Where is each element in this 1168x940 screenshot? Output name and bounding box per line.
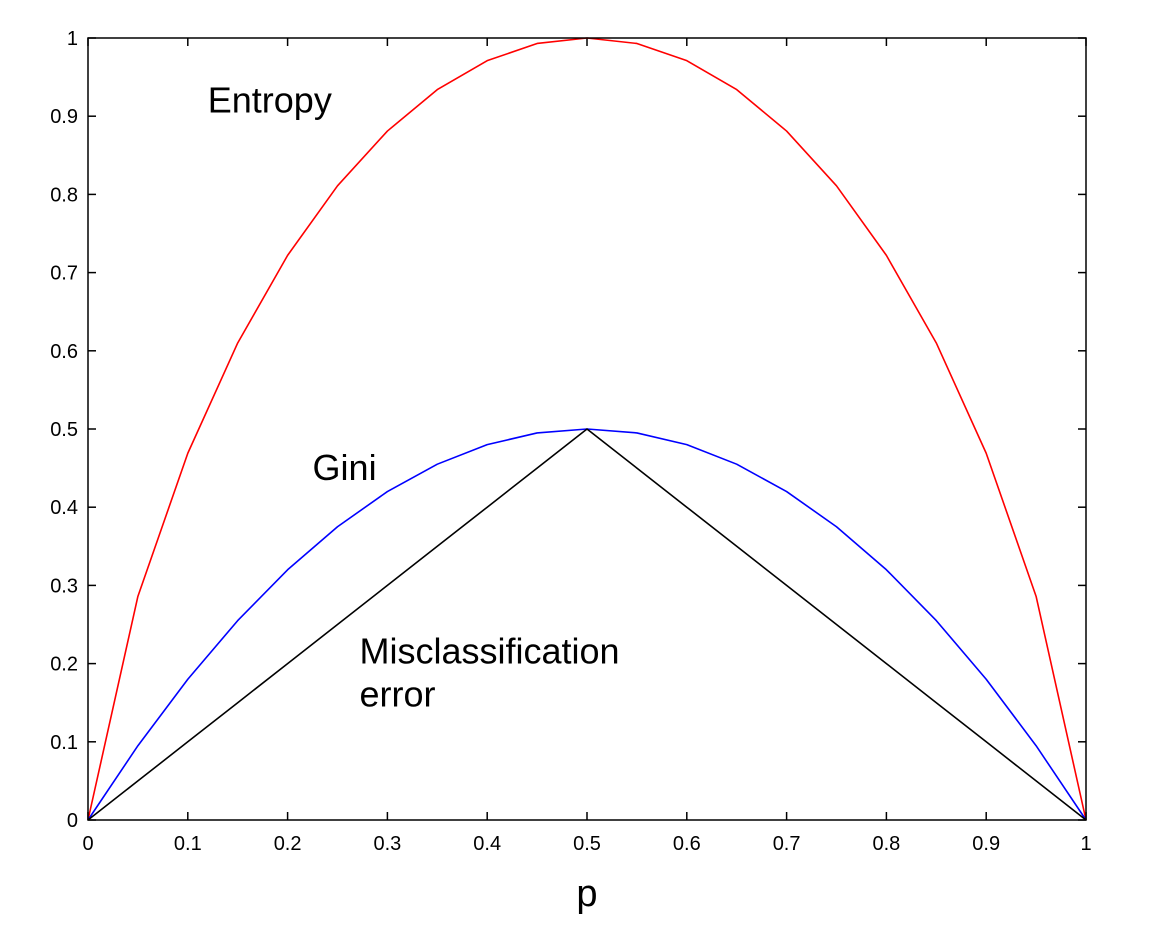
x-tick-label: 0.1 — [174, 833, 202, 855]
x-tick-label: 0.3 — [373, 833, 401, 855]
annotation-gini: Gini — [313, 447, 377, 488]
misclassification-line — [87, 428, 1087, 821]
y-tick-label: 0.9 — [50, 106, 78, 128]
x-axis-label: p — [576, 873, 597, 915]
x-tick-label: 0.9 — [972, 833, 1000, 855]
x-tick-label: 0 — [82, 833, 93, 855]
y-tick-label: 0.2 — [50, 654, 78, 676]
plot-frame — [87, 37, 1087, 821]
annotation-entropy: Entropy — [208, 79, 332, 120]
annotation-misclass-1: Misclassification — [359, 631, 619, 672]
y-tick-label: 1 — [67, 28, 78, 50]
x-tick-label: 1 — [1080, 833, 1091, 855]
y-tick-label: 0.7 — [50, 263, 78, 285]
x-tick-label: 0.6 — [673, 833, 701, 855]
annotation-misclass-2: error — [359, 674, 435, 715]
x-tick-label: 0.8 — [872, 833, 900, 855]
x-tick-label: 0.2 — [274, 833, 302, 855]
y-tick-label: 0.3 — [50, 575, 78, 597]
y-tick-label: 0.6 — [50, 341, 78, 363]
x-tick-label: 0.7 — [773, 833, 801, 855]
y-tick-label: 0 — [67, 810, 78, 832]
x-tick-label: 0.4 — [473, 833, 501, 855]
y-tick-label: 0.1 — [50, 732, 78, 754]
x-axis-ticks: 0 0.1 0.2 0.3 0.4 0.5 0.6 0.7 0.8 0.9 1 — [82, 38, 1092, 855]
y-tick-label: 0.8 — [50, 184, 78, 206]
y-tick-label: 0.4 — [50, 497, 78, 519]
y-axis-ticks: 0 0.1 0.2 0.3 0.4 0.5 0.6 0.7 0.8 0.9 1 — [50, 28, 1086, 832]
y-tick-label: 0.5 — [50, 419, 78, 441]
x-tick-label: 0.5 — [573, 833, 601, 855]
